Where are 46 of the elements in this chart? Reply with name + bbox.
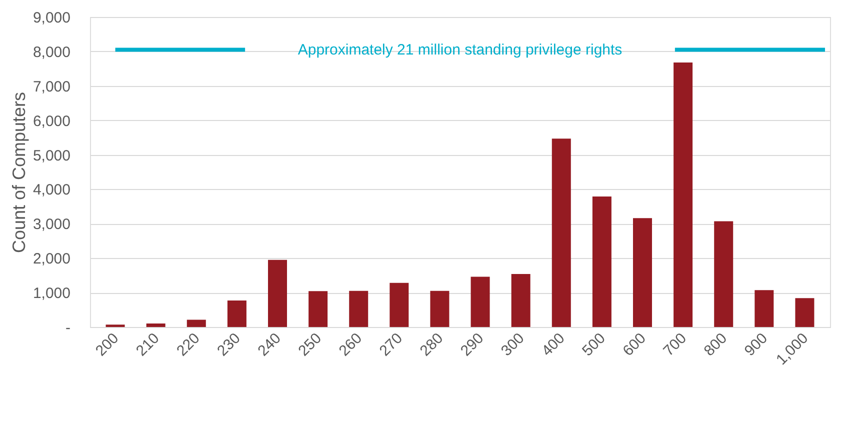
y-tick-label: 2,000 (32, 250, 70, 268)
x-tick-label: 900 (741, 330, 772, 360)
x-tick-label: 200 (92, 330, 122, 360)
y-tick-label: 6,000 (32, 112, 70, 130)
y-axis-title: Count of Computers (8, 92, 29, 254)
y-tick-label: 3,000 (32, 216, 70, 234)
y-tick-label: - (66, 320, 70, 336)
x-tick-label: 260 (336, 330, 366, 360)
x-tick-label: 400 (538, 330, 568, 360)
y-tick-label: 1,000 (32, 285, 70, 302)
ref-line-label: Approximately 21 million standing privilege rights (298, 42, 622, 59)
bar (674, 62, 693, 327)
bar (470, 276, 490, 327)
bar (308, 291, 328, 327)
bar (390, 282, 409, 327)
bar (349, 290, 368, 327)
x-tick-label: 290 (457, 330, 488, 360)
x-tick-label: 270 (376, 330, 406, 360)
x-tick-label: 600 (620, 330, 650, 360)
bar (430, 290, 450, 327)
x-tick-label: 500 (579, 330, 609, 360)
x-tick-label: 240 (254, 330, 284, 360)
bar (795, 298, 814, 327)
x-tick-label: 280 (416, 330, 447, 360)
y-tick-label: 9,000 (32, 10, 70, 26)
bar (552, 138, 571, 327)
bar (714, 221, 734, 327)
bar (146, 324, 166, 327)
y-tick-label: 5,000 (32, 147, 70, 164)
x-tick-label: 250 (295, 330, 325, 360)
x-tick-label: 800 (700, 330, 730, 360)
y-tick-label: 4,000 (32, 182, 70, 199)
x-tick-label: 700 (660, 330, 690, 360)
y-tick-label: 8,000 (32, 44, 70, 61)
bar (186, 320, 206, 327)
x-tick-label: 220 (174, 330, 204, 360)
x-tick-label: 210 (132, 330, 163, 360)
bar (592, 196, 612, 327)
bar (227, 300, 246, 327)
bar (633, 218, 652, 327)
x-tick-label: 300 (498, 330, 528, 360)
bar (268, 260, 287, 327)
x-tick-label: 230 (214, 330, 244, 360)
bar (511, 274, 530, 327)
bar (754, 290, 774, 327)
y-tick-label: 7,000 (32, 78, 70, 96)
